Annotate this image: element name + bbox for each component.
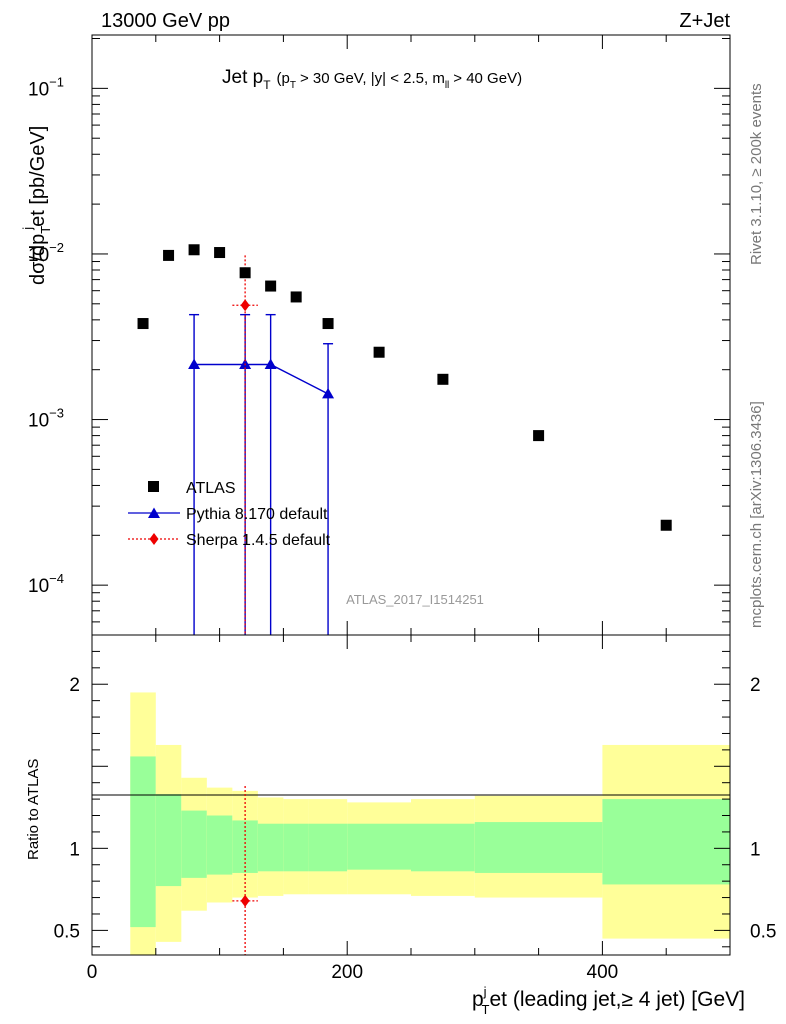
ratio-band-inner xyxy=(155,794,182,887)
atlas-point xyxy=(265,280,277,292)
pythia-point xyxy=(264,358,277,370)
legend-label-sherpa: Sherpa 1.4.5 default xyxy=(186,532,331,549)
main-y-tick-exponent: −2 xyxy=(49,240,64,255)
atlas-point xyxy=(437,373,449,385)
main-panel: 10−410−310−210−1 Jet pT (pT > 30 GeV, |y| … xyxy=(20,34,731,636)
ratio-band-inner xyxy=(130,756,156,928)
x-axis-label-sub: T xyxy=(482,1002,490,1017)
atlas-point xyxy=(214,247,226,259)
main-y-axis-label: dσ/dpTjet [pb/GeV] xyxy=(20,126,53,285)
atlas-point xyxy=(163,249,175,261)
main-y-tick-label: 10−4 xyxy=(28,571,64,597)
ratio-band-inner xyxy=(181,810,207,878)
main-y-axis-label-b: et [pb/GeV] xyxy=(27,126,49,227)
x-axis-label-sup: j xyxy=(483,984,487,999)
ratio-y-tick-label-right: 2 xyxy=(750,675,761,696)
main-y-axis-label-sup: j xyxy=(20,227,35,231)
legend: ATLAS Pythia 8.170 default Sherpa 1.4.5 … xyxy=(128,480,331,549)
ratio-band-inner xyxy=(283,823,309,872)
main-y-tick-label: 10−2 xyxy=(28,240,64,266)
ratio-y-tick-label-right: 1 xyxy=(750,839,761,860)
ratio-band-inner xyxy=(474,822,603,873)
legend-label-pythia: Pythia 8.170 default xyxy=(186,506,328,523)
header-left: 13000 GeV pp xyxy=(101,10,230,32)
main-y-tick-exponent: −4 xyxy=(49,571,64,586)
atlas-point xyxy=(373,346,385,358)
ratio-band-inner xyxy=(602,799,730,885)
atlas-point xyxy=(322,318,334,330)
main-y-tick-base: 10 xyxy=(28,245,49,266)
ratio-band-inner xyxy=(347,823,411,870)
plot-title: Jet pT (pT > 30 GeV, |y| < 2.5, mll > 40 Ge… xyxy=(222,67,522,92)
ratio-frame xyxy=(91,634,731,956)
ratio-sherpa-point xyxy=(240,894,250,907)
atlas-point xyxy=(660,519,672,531)
analysis-label: ATLAS_2017_I1514251 xyxy=(346,592,484,607)
ratio-band-inner xyxy=(257,823,284,872)
x-axis-label-a: p xyxy=(472,988,484,1011)
ratio-band-inner xyxy=(308,823,348,872)
main-y-tick-base: 10 xyxy=(28,411,49,432)
main-y-tick-exponent: −1 xyxy=(49,74,64,89)
atlas-point xyxy=(290,291,302,303)
header-right: Z+Jet xyxy=(679,10,730,32)
plot-title-main: Jet p xyxy=(222,67,263,88)
atlas-point xyxy=(188,244,200,256)
ratio-y-tick-label-left: 2 xyxy=(69,675,80,696)
atlas-point xyxy=(239,267,251,279)
plot-title-cut1-sub: T xyxy=(290,80,296,91)
pythia-point xyxy=(188,358,201,370)
ratio-bands xyxy=(130,692,730,955)
main-series xyxy=(137,244,672,635)
ratio-band-inner xyxy=(411,823,475,872)
ratio-panel: 0.5 0.5 1 1 2 2 0 200 400 Ratio to ATLAS pj Tet (… xyxy=(25,634,777,1017)
main-y-tick-label: 10−1 xyxy=(28,74,64,100)
x-tick-label: 400 xyxy=(587,962,619,983)
pythia-line xyxy=(194,363,329,395)
ratio-y-tick-label-left: 1 xyxy=(69,839,80,860)
main-y-tick-labels: 10−410−310−210−1 xyxy=(28,74,64,597)
ratio-y-axis-label: Ratio to ATLAS xyxy=(25,759,42,860)
legend-marker-atlas xyxy=(148,481,159,492)
ratio-series xyxy=(232,785,258,955)
main-y-tick-base: 10 xyxy=(28,79,49,100)
plot-title-cut3: > 40 GeV) xyxy=(453,70,522,87)
plot-title-cut1: (p xyxy=(277,70,290,87)
legend-marker-pythia xyxy=(148,507,160,518)
x-tick-label: 200 xyxy=(331,962,363,983)
ratio-tick-labels: 0.5 0.5 1 1 2 2 0 200 400 xyxy=(54,675,777,983)
pythia-point xyxy=(322,387,335,399)
main-y-tick-base: 10 xyxy=(28,576,49,597)
ratio-band-inner xyxy=(206,815,233,875)
rivet-label: Rivet 3.1.10, ≥ 200k events xyxy=(748,83,765,265)
legend-label-atlas: ATLAS xyxy=(186,480,236,497)
atlas-point xyxy=(137,318,149,330)
ratio-ticks xyxy=(91,635,731,955)
main-y-axis-label-a: dσ/dp xyxy=(27,234,49,285)
legend-marker-sherpa xyxy=(149,533,159,545)
ratio-y-tick-label-left: 0.5 xyxy=(54,921,80,942)
x-axis-label: pj Tet (leading jet,≥ 4 jet) [GeV] xyxy=(472,984,745,1017)
main-y-tick-label: 10−3 xyxy=(28,406,64,432)
x-tick-label: 0 xyxy=(87,962,98,983)
plot-title-cut2-sub: ll xyxy=(445,80,449,91)
plot-title-main-sub: T xyxy=(263,78,271,92)
plot-title-cut2: > 30 GeV, |y| < 2.5, m xyxy=(300,70,445,87)
sherpa-point xyxy=(240,299,250,312)
main-y-axis-label-sub: T xyxy=(38,226,53,234)
ratio-y-tick-label-right: 0.5 xyxy=(750,921,776,942)
mcplots-label: mcplots.cern.ch [arXiv:1306.3436] xyxy=(748,401,765,628)
main-y-tick-exponent: −3 xyxy=(49,406,64,421)
x-axis-label-b: et (leading jet,≥ 4 jet) [GeV] xyxy=(490,988,746,1011)
atlas-point xyxy=(533,430,545,442)
